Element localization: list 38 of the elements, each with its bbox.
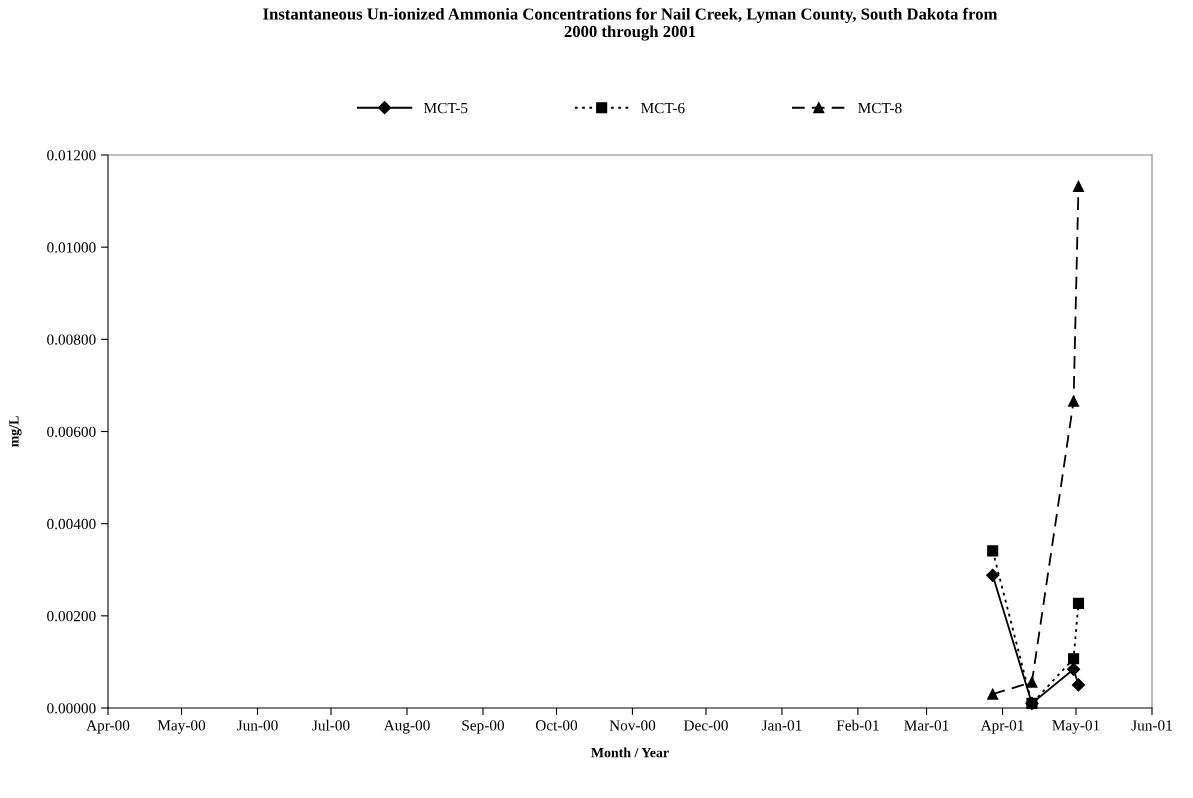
point — [1026, 676, 1038, 688]
x-tick-label: Oct-00 — [535, 720, 578, 731]
point — [1068, 395, 1080, 407]
x-tick-label: Dec-00 — [683, 720, 728, 731]
x-tick-label: Nov-00 — [609, 720, 656, 731]
legend-label: MCT-8 — [858, 102, 902, 114]
x-tick-label: Apr-00 — [86, 720, 130, 734]
point — [986, 568, 1000, 582]
x-tick-label: Aug-00 — [383, 720, 430, 734]
legend-label: MCT-5 — [423, 102, 468, 114]
x-tick-label: Mar-01 — [904, 720, 949, 731]
y-tick-label: 0.01000 — [47, 242, 96, 253]
x-axis-title: Month / Year — [591, 747, 669, 758]
point — [1071, 678, 1086, 692]
x-tick-label: Jun-01 — [1131, 720, 1172, 731]
y-tick-label: 0.00600 — [47, 426, 96, 438]
y-tick-label: 0.00000 — [47, 703, 96, 714]
y-tick-label: 0.00400 — [47, 518, 96, 530]
x-tick-label: Feb-01 — [836, 719, 879, 731]
x-tick-label: Jun-00 — [237, 720, 278, 731]
y-axis-title: mg/L — [9, 416, 22, 447]
point — [987, 688, 999, 700]
x-tick-label: May-01 — [1052, 720, 1100, 734]
point — [1072, 597, 1085, 609]
x-tick-label: Apr-01 — [980, 720, 1024, 734]
x-tick-label: May-00 — [157, 720, 206, 734]
chart-title: Instantaneous Un-ionized Ammonia Concentrations for Nail Creek, Lyman County, South Dakota from 2000 through 2001 — [263, 7, 998, 41]
y-tick-label: 0.00200 — [47, 610, 96, 622]
y-tick-label: 0.01200 — [47, 150, 96, 161]
legend-label: MCT-6 — [641, 102, 685, 114]
x-tick-label: Sep-00 — [462, 720, 505, 734]
x-tick-label: Jul-00 — [312, 719, 350, 731]
point — [1066, 662, 1081, 676]
y-tick-label: 0.00800 — [47, 334, 96, 345]
point — [1072, 180, 1085, 192]
point — [987, 545, 999, 557]
point — [1068, 653, 1080, 665]
x-tick-label: Jan-01 — [761, 720, 802, 731]
